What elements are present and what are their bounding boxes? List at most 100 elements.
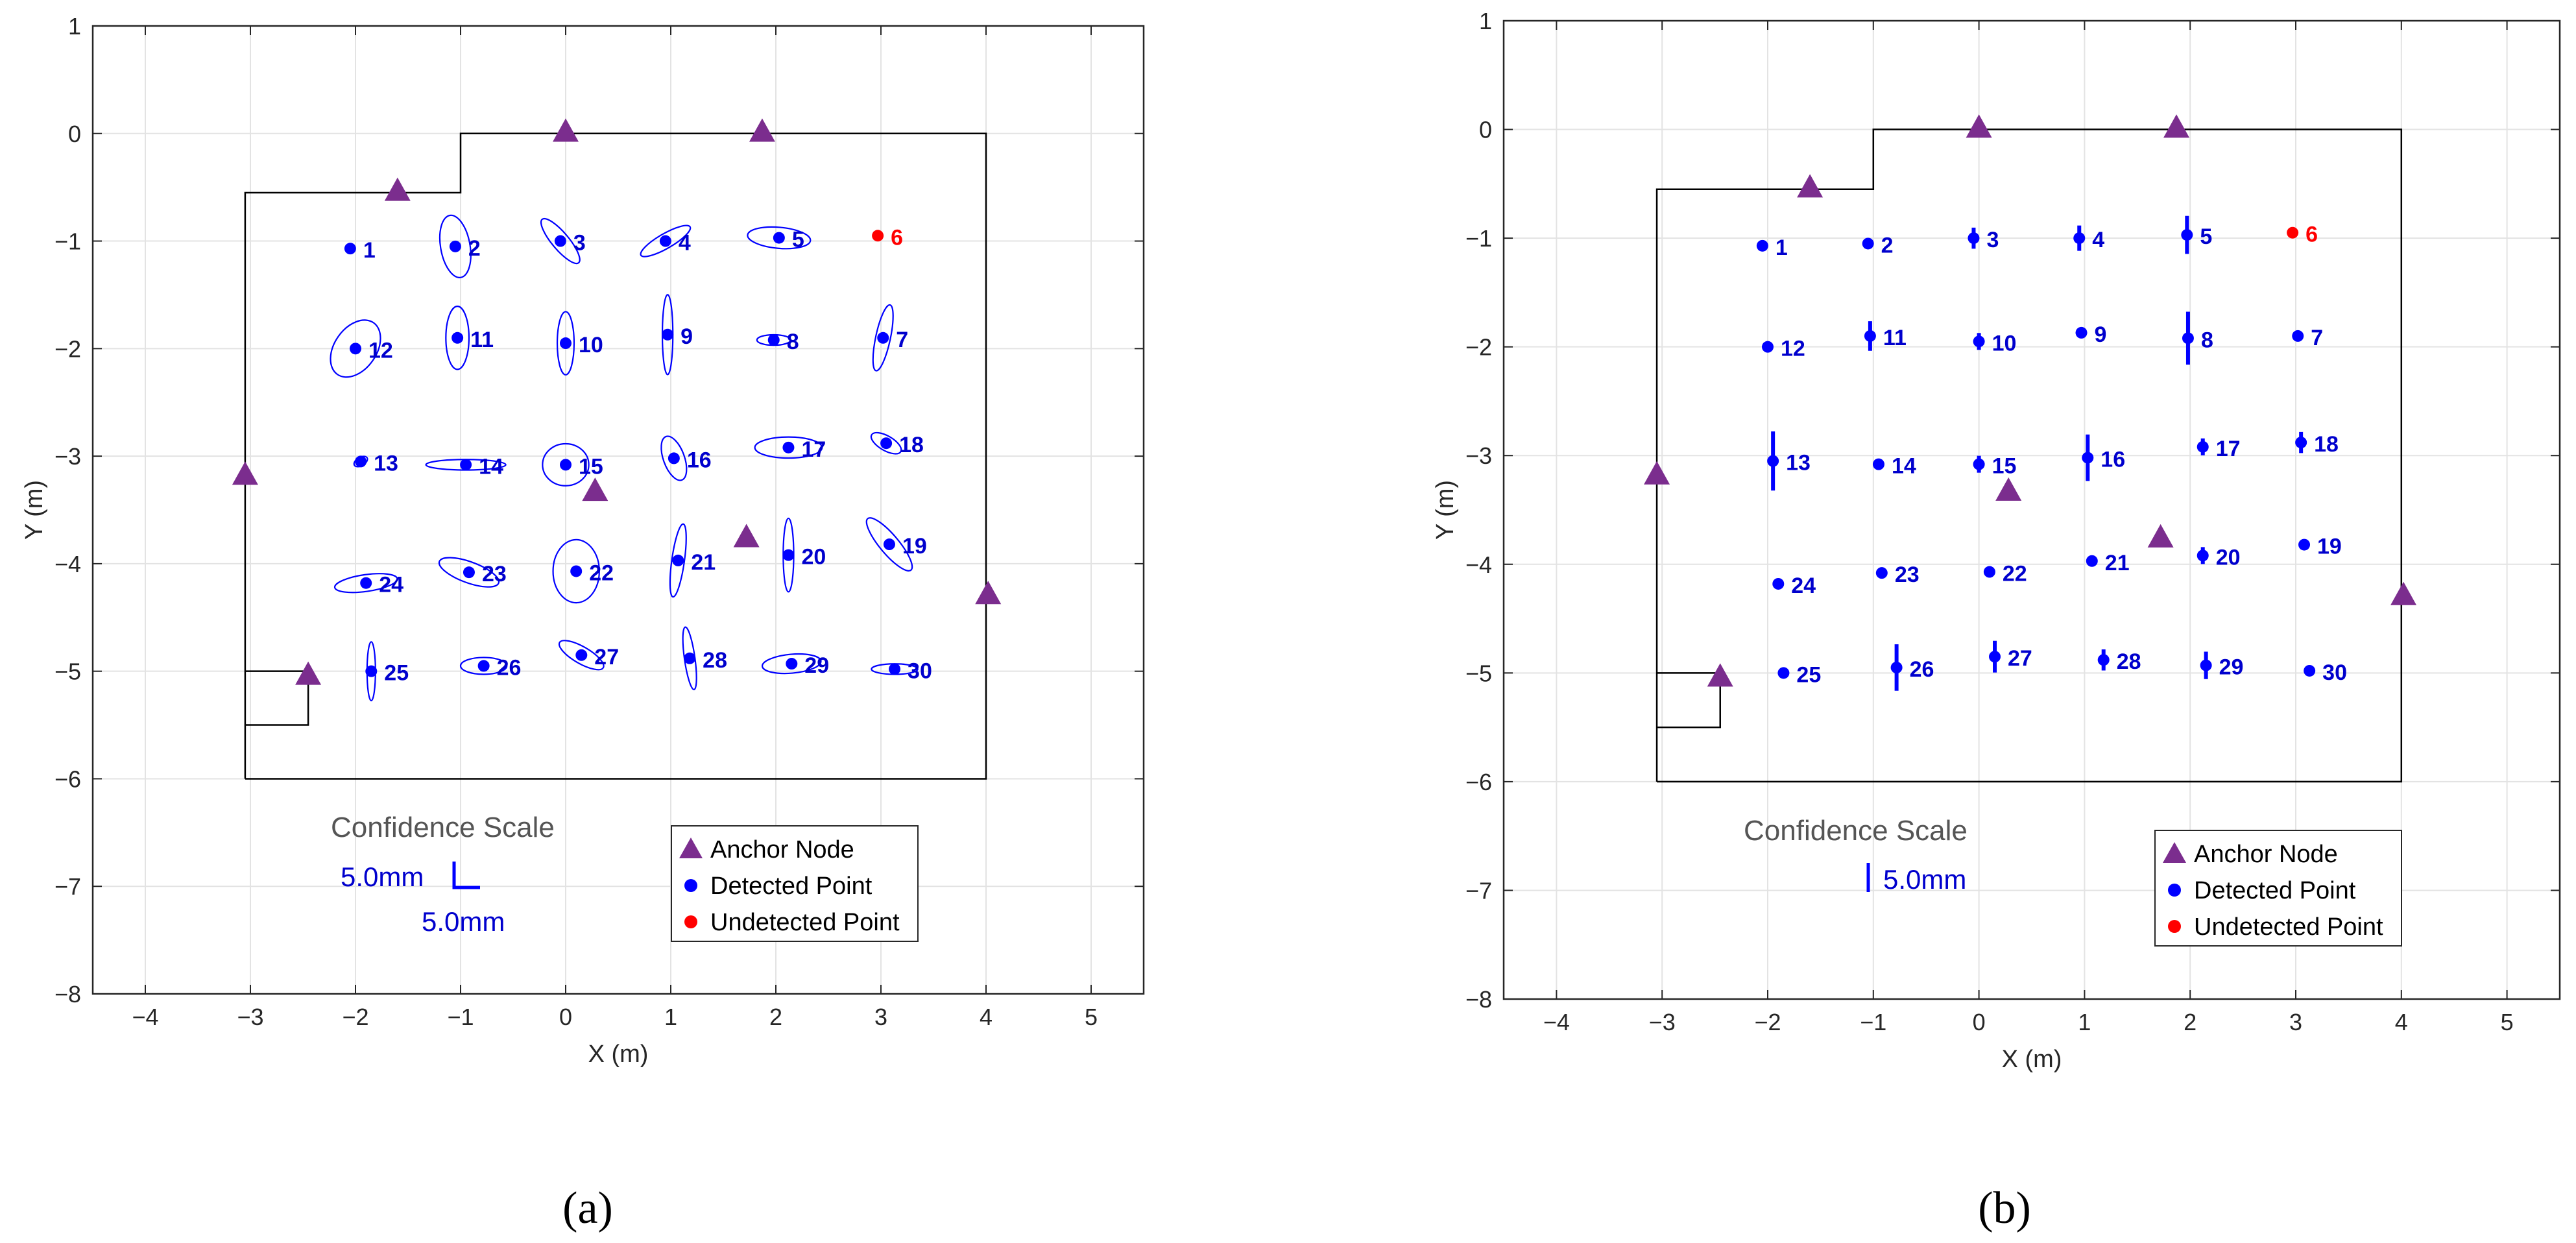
anchor-node [2163, 114, 2190, 138]
anchor-node [582, 477, 608, 501]
point-label: 20 [2216, 545, 2241, 570]
detected-point [2200, 659, 2212, 671]
detected-point [1872, 458, 1884, 470]
detected-point [659, 235, 671, 247]
point-label: 22 [589, 561, 614, 585]
point-label: 17 [801, 437, 826, 462]
detected-point [1968, 232, 1980, 245]
detected-point [1973, 335, 1985, 348]
point-label: 25 [384, 661, 409, 686]
legend-box [2154, 830, 2402, 947]
detected-point [2082, 452, 2094, 464]
point-label: 7 [2311, 326, 2323, 350]
anchor-node [2147, 524, 2174, 548]
legend-box [671, 825, 919, 942]
legend-marker-point [2168, 884, 2181, 897]
point-label: 18 [899, 433, 924, 457]
y-tick-label: −1 [54, 228, 81, 255]
point-label: 9 [680, 324, 693, 349]
x-tick-label: 2 [2184, 1009, 2197, 1035]
anchor-node [749, 118, 775, 142]
panel-caption: (a) [562, 1183, 613, 1233]
confidence-scale-label-vertical: 5.0mm [1883, 864, 1966, 895]
point-label: 16 [687, 448, 712, 472]
legend-label: Anchor Node [710, 836, 854, 863]
y-tick-label: −7 [1465, 877, 1492, 904]
x-tick-label: 4 [2395, 1009, 2408, 1035]
x-tick-label: 4 [980, 1004, 993, 1030]
point-label: 29 [2219, 655, 2244, 680]
uncertainty-ellipse [669, 523, 687, 598]
detected-point [554, 235, 566, 247]
detected-point [2182, 332, 2194, 344]
point-label: 12 [368, 338, 393, 363]
point-label: 16 [2101, 448, 2125, 472]
point-label: 15 [579, 454, 603, 479]
confidence-scale-label-horizontal: 5.0mm [422, 906, 505, 937]
x-axis-label: X (m) [588, 1041, 649, 1068]
y-axis-label: Y (m) [21, 480, 48, 540]
detected-point [880, 437, 893, 450]
point-label: 17 [2216, 437, 2241, 461]
x-tick-label: 5 [1085, 1004, 1098, 1030]
y-tick-label: −6 [54, 766, 81, 792]
point-label: 19 [902, 534, 927, 559]
detected-point [365, 665, 378, 677]
x-axis-label: X (m) [2002, 1046, 2062, 1073]
y-tick-label: −3 [54, 443, 81, 470]
uncertainty-ellipse [542, 442, 590, 487]
x-tick-label: 3 [2289, 1009, 2302, 1035]
uncertainty-ellipse [330, 319, 381, 378]
detected-point [560, 459, 572, 471]
y-tick-label: 1 [1479, 8, 1492, 34]
detected-point [2086, 555, 2098, 567]
panel-a: −4 −3 −2 −1 0 1 2 3 4 510−1−2−3−4−5−6−7−8X (m)Y (… [21, 13, 1145, 1233]
legend-marker-point [684, 915, 697, 928]
detected-point [451, 332, 464, 344]
detected-point [1973, 458, 1985, 470]
x-tick-label: 0 [559, 1004, 572, 1030]
x-tick-label: −4 [1543, 1009, 1570, 1035]
point-label: 9 [2095, 322, 2107, 347]
detected-point [477, 660, 490, 672]
x-tick-label: −1 [447, 1004, 474, 1030]
point-label: 14 [1892, 454, 1916, 479]
undetected-point [2287, 226, 2299, 239]
point-label: 8 [787, 330, 799, 354]
point-label: 13 [374, 451, 398, 476]
detected-point [1756, 239, 1768, 252]
detected-point [2298, 538, 2311, 551]
point-label: 28 [2117, 649, 2141, 674]
point-label: 24 [379, 573, 403, 597]
point-label: 2 [1881, 233, 1894, 258]
uncertainty-ellipse [459, 657, 508, 675]
x-tick-label: 0 [1973, 1009, 1986, 1035]
point-label: 23 [482, 562, 507, 586]
detected-point [1862, 237, 1874, 250]
legend-label: Detected Point [710, 873, 873, 900]
point-label: 15 [1992, 454, 2017, 479]
point-label: 10 [579, 333, 603, 357]
anchor-node [384, 177, 411, 201]
detected-point [773, 232, 785, 244]
y-tick-label: −8 [1465, 986, 1492, 1013]
y-tick-label: −1 [1465, 225, 1492, 252]
uncertainty-ellipse [870, 431, 902, 455]
y-tick-label: −2 [1465, 334, 1492, 361]
legend-marker-point [684, 879, 697, 892]
point-label: 4 [679, 231, 691, 256]
point-label: 11 [1883, 326, 1907, 350]
point-label: 5 [792, 228, 804, 252]
point-label: 13 [1786, 451, 1811, 476]
detected-point [1767, 455, 1779, 467]
detected-point [344, 243, 356, 255]
anchor-node [295, 661, 322, 685]
detected-point [782, 549, 795, 561]
detected-point [460, 459, 472, 471]
detected-point [662, 328, 674, 341]
point-label: 19 [2317, 535, 2342, 559]
panel-b: −4 −3 −2 −1 0 1 2 3 4 510−1−2−3−4−5−6−7−8X (m)Y (… [1432, 8, 2561, 1233]
uncertainty-ellipse [747, 226, 812, 250]
point-label: 26 [497, 655, 522, 680]
y-tick-label: −2 [54, 335, 81, 362]
